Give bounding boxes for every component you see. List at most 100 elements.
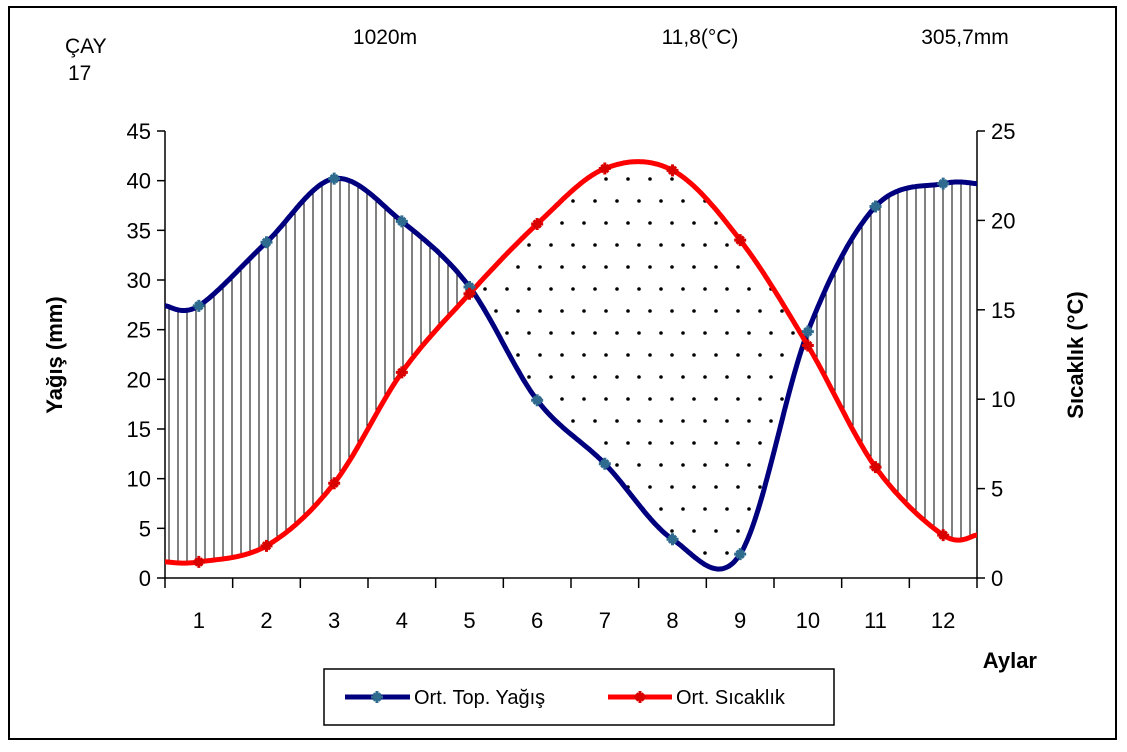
arid-dot xyxy=(582,221,586,225)
temp-point xyxy=(598,162,611,175)
arid-dot xyxy=(648,265,652,269)
arid-dot xyxy=(703,331,707,335)
arid-dot xyxy=(626,441,630,445)
arid-dot xyxy=(725,551,729,555)
arid-dot xyxy=(703,419,707,423)
arid-dot xyxy=(747,287,751,291)
arid-dot xyxy=(494,309,498,313)
x-tick-label: 1 xyxy=(193,608,205,633)
y2-axis-title: Sıcaklık (°C) xyxy=(1063,291,1088,418)
arid-dot xyxy=(725,375,729,379)
y-tick-label: 20 xyxy=(127,367,151,392)
water-balance-fills xyxy=(168,177,971,564)
arid-dot xyxy=(582,397,586,401)
y-tick-label: 0 xyxy=(139,566,151,591)
arid-dot xyxy=(670,353,674,357)
arid-dot xyxy=(747,507,751,511)
y2-tick-label: 15 xyxy=(991,298,1015,323)
arid-dot xyxy=(604,221,608,225)
arid-dot xyxy=(615,243,619,247)
arid-dot xyxy=(505,287,509,291)
arid-dot xyxy=(780,353,784,357)
arid-dot xyxy=(527,375,531,379)
arid-dot xyxy=(703,463,707,467)
arid-dot xyxy=(560,221,564,225)
x-tick-label: 10 xyxy=(796,608,820,633)
precip-point xyxy=(666,533,679,546)
y-axis-title: Yağış (mm) xyxy=(42,296,67,413)
arid-dot xyxy=(527,331,531,335)
arid-dot xyxy=(780,397,784,401)
arid-dot xyxy=(659,463,663,467)
arid-dot xyxy=(593,375,597,379)
arid-dot xyxy=(648,221,652,225)
legend-precip-marker xyxy=(371,691,383,703)
arid-dot xyxy=(604,177,608,181)
arid-dot xyxy=(670,309,674,313)
arid-dot xyxy=(516,309,520,313)
arid-dot xyxy=(714,221,718,225)
arid-dot xyxy=(692,309,696,313)
arid-dot xyxy=(615,199,619,203)
arid-dot xyxy=(549,243,553,247)
arid-dot xyxy=(681,243,685,247)
arid-dot xyxy=(626,177,630,181)
x-tick-label: 5 xyxy=(463,608,475,633)
arid-dot xyxy=(549,331,553,335)
x-tick-label: 12 xyxy=(931,608,955,633)
temp-point xyxy=(328,477,341,490)
arid-dot xyxy=(637,199,641,203)
x-tick-label: 9 xyxy=(734,608,746,633)
arid-dot xyxy=(780,309,784,313)
arid-dot xyxy=(703,551,707,555)
arid-dot xyxy=(604,397,608,401)
series-markers xyxy=(192,162,950,568)
arid-dot xyxy=(604,441,608,445)
arid-dot xyxy=(571,419,575,423)
arid-dot xyxy=(604,309,608,313)
temp-point xyxy=(666,164,679,177)
arid-dot xyxy=(670,441,674,445)
arid-dot xyxy=(747,419,751,423)
arid-dot xyxy=(505,331,509,335)
arid-dot xyxy=(582,265,586,269)
arid-dot xyxy=(769,375,773,379)
arid-dot xyxy=(714,309,718,313)
arid-dot xyxy=(714,353,718,357)
y-tick-label: 35 xyxy=(127,218,151,243)
arid-dot xyxy=(626,265,630,269)
arid-dot xyxy=(560,397,564,401)
elevation-label: 1020m xyxy=(353,26,417,49)
arid-dot xyxy=(703,507,707,511)
arid-dot xyxy=(692,441,696,445)
arid-dot xyxy=(692,529,696,533)
precip-point xyxy=(260,236,273,249)
arid-dot xyxy=(681,463,685,467)
temp-point xyxy=(395,366,408,379)
arid-dot xyxy=(725,331,729,335)
arid-dot xyxy=(791,331,795,335)
arid-dot xyxy=(703,375,707,379)
arid-dot xyxy=(703,243,707,247)
arid-dot xyxy=(538,265,542,269)
arid-dot xyxy=(560,309,564,313)
arid-dot xyxy=(681,419,685,423)
arid-dot xyxy=(736,485,740,489)
arid-dot xyxy=(516,353,520,357)
arid-dot xyxy=(681,507,685,511)
arid-dot xyxy=(725,419,729,423)
arid-dot xyxy=(582,309,586,313)
arid-dot xyxy=(615,419,619,423)
arid-dot xyxy=(725,243,729,247)
precip-point xyxy=(598,457,611,470)
arid-dot xyxy=(714,397,718,401)
arid-dot xyxy=(736,309,740,313)
arid-dot xyxy=(747,463,751,467)
arid-dot xyxy=(615,375,619,379)
arid-dot xyxy=(626,353,630,357)
temp-point xyxy=(869,461,882,474)
arid-dot xyxy=(692,397,696,401)
arid-dot xyxy=(571,243,575,247)
temp-point xyxy=(463,287,476,300)
arid-dot xyxy=(648,485,652,489)
